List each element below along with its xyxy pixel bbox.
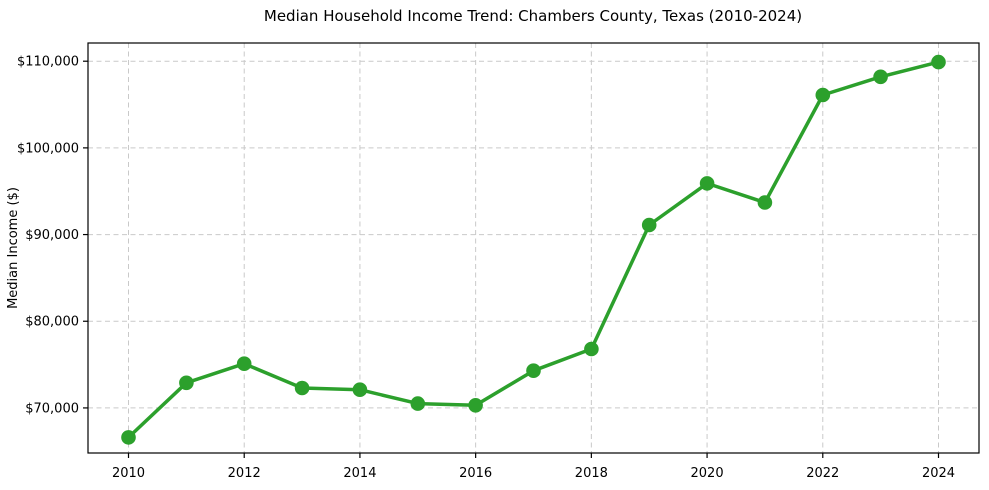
data-point [236,356,252,372]
x-tick-label: 2022 [806,466,839,481]
data-point [179,375,194,391]
x-tick-label: 2020 [691,466,724,481]
x-tick-label: 2018 [575,466,608,481]
data-point [468,398,483,413]
y-tick-label: $100,000 [17,141,79,156]
data-point [294,380,310,396]
data-layer [121,54,946,445]
data-point [873,69,888,85]
data-point [410,396,426,411]
grid-layer [88,43,979,453]
chart-title: Median Household Income Trend: Chambers … [264,7,802,25]
data-point [641,217,657,233]
axis-layer: 2010 2012 2014 2016 2018 2020 2022 2024 $70,000 $… [17,42,980,481]
data-point [931,54,946,70]
data-point [699,176,715,191]
data-point [815,87,831,103]
y-tick-label: $110,000 [17,55,79,70]
x-tick-label: 2012 [228,466,261,481]
y-tick-label: $70,000 [25,401,79,416]
x-tick-label: 2010 [112,466,145,481]
x-tick-label: 2016 [459,466,492,481]
data-point [121,430,136,445]
y-axis-label: Median Income ($) [6,187,21,309]
y-tick-label: $80,000 [25,315,79,330]
data-point [757,195,773,210]
plot-area [88,43,979,453]
data-point [526,363,541,379]
x-tick-label: 2024 [922,466,955,481]
data-point [352,382,368,398]
x-tick-label: 2014 [343,466,376,481]
y-tick-label: $90,000 [25,228,79,243]
axes-box [87,42,980,454]
data-point [584,341,599,357]
